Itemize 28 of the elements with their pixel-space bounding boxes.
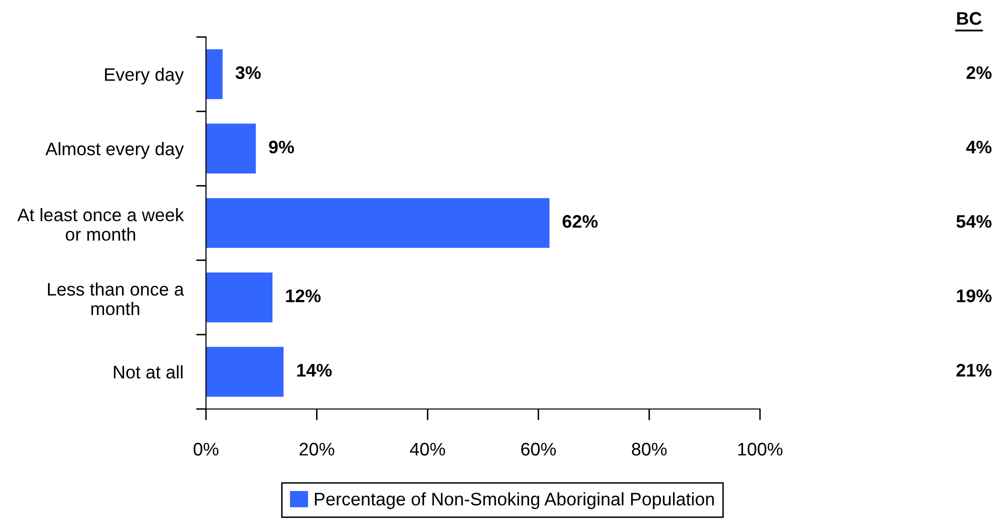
bar bbox=[206, 272, 272, 322]
x-tick-label: 100% bbox=[738, 442, 782, 456]
text: 19% bbox=[957, 289, 992, 302]
text: BC bbox=[957, 12, 982, 25]
x-tick-label: 20% bbox=[300, 442, 334, 456]
bar bbox=[206, 124, 256, 174]
x-tick-label: 40% bbox=[410, 442, 446, 456]
x-tick-label: 80% bbox=[632, 442, 667, 456]
y-tick-label: Less than once a month bbox=[48, 282, 184, 316]
data-label: 9% bbox=[268, 140, 294, 154]
text: 54% bbox=[956, 215, 992, 228]
text: 2% bbox=[966, 66, 992, 80]
legend-label: Percentage of Non-Smoking Aboriginal Population bbox=[314, 492, 714, 510]
data-label: 14% bbox=[297, 364, 332, 377]
x-tick-label: 60% bbox=[521, 442, 556, 456]
y-tick-label: Almost every day bbox=[45, 142, 184, 159]
data-label: 62% bbox=[562, 215, 598, 228]
y-tick-label: Every day bbox=[105, 68, 184, 84]
data-label: 12% bbox=[286, 289, 321, 302]
x-tick-label: 0% bbox=[194, 442, 218, 456]
y-tick-label: At least once a week or month bbox=[17, 208, 184, 241]
text: 21% bbox=[956, 364, 992, 377]
bar bbox=[206, 346, 284, 397]
y-tick-label: Not at all bbox=[114, 365, 183, 379]
data-label: 3% bbox=[236, 66, 261, 80]
text: 4% bbox=[966, 140, 992, 154]
bar bbox=[206, 49, 223, 100]
bar bbox=[206, 198, 550, 248]
